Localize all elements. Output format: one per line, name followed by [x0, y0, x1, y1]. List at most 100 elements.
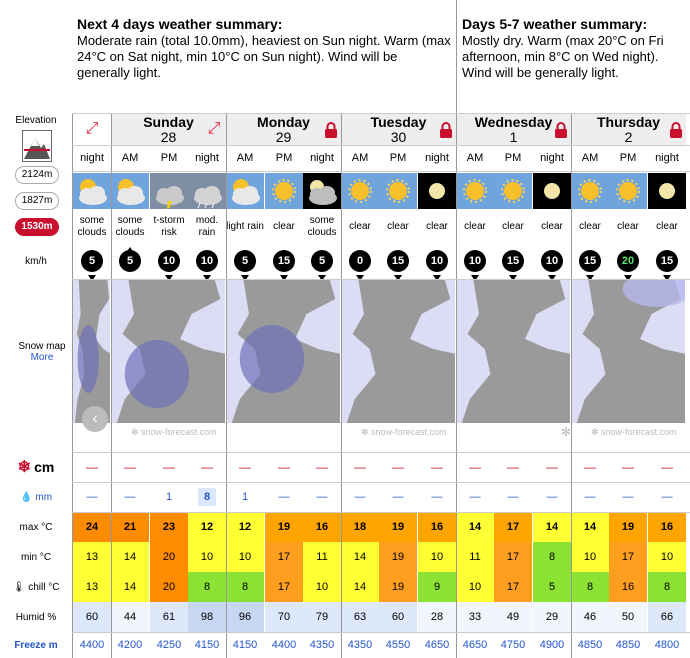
weather-description: clear [426, 221, 448, 232]
time-of-day: PM [504, 152, 522, 164]
wind-arrow-down-icon [471, 272, 479, 281]
humidity-value: 46 [571, 602, 609, 632]
wind-indicator: 15 [571, 249, 609, 281]
rain-value: — [609, 482, 647, 512]
lock-icon[interactable] [669, 122, 683, 138]
lock-icon[interactable] [439, 122, 453, 138]
day-separator [226, 113, 227, 658]
chill-temp: 20 [150, 572, 188, 602]
min-temp: 10 [226, 542, 264, 572]
row-separator [72, 512, 690, 513]
rain-amount: — [392, 491, 404, 503]
snow-map-image[interactable] [111, 279, 226, 423]
wind-speed: 0 [349, 250, 371, 272]
wind-arrow-down-icon [624, 272, 632, 281]
snow-map-image[interactable] [341, 279, 456, 423]
max-temp: 14 [571, 512, 609, 542]
max-temp: 17 [494, 512, 532, 542]
freezing-level: 4150 [232, 639, 258, 651]
time-of-day: PM [275, 152, 293, 164]
day-name: Sunday [143, 114, 194, 130]
lock-icon[interactable] [554, 122, 568, 138]
map-caption: ✻ snow-forecast.com [361, 428, 447, 437]
freezing-level: 4900 [539, 639, 565, 651]
humidity-value: 60 [379, 602, 417, 632]
weather-description: some clouds [115, 215, 145, 238]
expand-icon[interactable]: ⤢ [85, 120, 99, 137]
snow-value: — [546, 460, 558, 474]
mountain-icon [22, 130, 52, 162]
humidity-value: 49 [494, 602, 532, 632]
wind-speed: 5 [119, 250, 141, 272]
weather-description: light rain [226, 221, 264, 232]
wind-arrow-down-icon [586, 272, 594, 281]
sun-cloud-icon [111, 173, 149, 209]
rain-value: 8 [188, 482, 226, 512]
rain-amount: — [584, 491, 596, 503]
day-header: ⤢ [73, 113, 111, 145]
freezing-level: 4400 [79, 639, 105, 651]
time-of-day: night [310, 152, 334, 164]
elevation-bottom-button[interactable]: 1530m [15, 218, 59, 236]
lock-icon[interactable] [324, 122, 338, 138]
weather-description: t-storm risk [153, 215, 185, 238]
elevation-top-button[interactable]: 2124m [15, 166, 59, 184]
map-previous-button[interactable]: ‹ [82, 406, 108, 432]
min-temp: 17 [494, 542, 532, 572]
wind-indicator: 5 [303, 249, 341, 281]
summary-next-4-days: Next 4 days weather summary: Moderate ra… [73, 0, 456, 113]
storm-icon [150, 173, 188, 209]
weather-description: mod. rain [195, 215, 219, 238]
map-caption: ✻ snow-forecast.com [131, 428, 217, 437]
expand-icon[interactable]: ⤢ [207, 120, 221, 137]
min-temp: 11 [456, 542, 494, 572]
wind-speed: 5 [234, 250, 256, 272]
wind-indicator: 10 [150, 249, 188, 281]
chill-temp: 8 [188, 572, 226, 602]
freezing-level: 4200 [117, 639, 143, 651]
sun-icon [341, 173, 379, 209]
snow-map-image[interactable] [456, 279, 571, 423]
sun-icon [379, 173, 417, 209]
day-header: Wednesday 1 [456, 113, 571, 145]
weather-description: clear [464, 221, 486, 232]
snow-map-image[interactable] [571, 279, 686, 423]
day-separator [456, 113, 457, 658]
day-name: Tuesday [370, 114, 427, 130]
rain-amount: — [354, 491, 366, 503]
max-temp: 24 [73, 512, 111, 542]
snow-map-image[interactable] [73, 279, 111, 423]
wind-speed: 15 [579, 250, 601, 272]
summary-text: Mostly dry. Warm (max 20°C on Fri aftern… [462, 33, 664, 80]
day-header: Tuesday 30 [341, 113, 456, 145]
day-date: 1 [509, 129, 518, 145]
chill-temp: 13 [73, 572, 111, 602]
min-temp-label: min °C [20, 551, 52, 563]
table-left-edge [72, 113, 73, 658]
rain-value: — [456, 482, 494, 512]
summary-title: Days 5-7 weather summary: [462, 16, 648, 32]
time-of-day: night [655, 152, 679, 164]
rain-amount: 1 [241, 491, 249, 503]
min-temp: 8 [533, 542, 571, 572]
sun-cloud-icon [226, 173, 264, 209]
rain-value: — [418, 482, 456, 512]
humidity-value: 63 [341, 602, 379, 632]
elevation-mid-button[interactable]: 1827m [15, 192, 59, 210]
freezing-level: 4850 [577, 639, 603, 651]
min-temp: 14 [341, 542, 379, 572]
day-name: Wednesday [474, 114, 553, 130]
max-temp: 19 [609, 512, 647, 542]
wind-indicator: 10 [188, 249, 226, 281]
snow-map-more-link[interactable]: More [30, 352, 54, 363]
rain-amount: 8 [198, 488, 216, 506]
snow-value: — [469, 460, 481, 474]
snow-value: — [392, 460, 404, 474]
time-of-day: AM [581, 152, 599, 164]
snow-value: — [622, 460, 634, 474]
map-caption-text: snow-forecast.com [601, 427, 677, 437]
wind-arrow-down-icon [318, 272, 326, 281]
row-separator [72, 279, 690, 280]
snow-map-image[interactable] [226, 279, 341, 423]
min-temp: 14 [111, 542, 149, 572]
